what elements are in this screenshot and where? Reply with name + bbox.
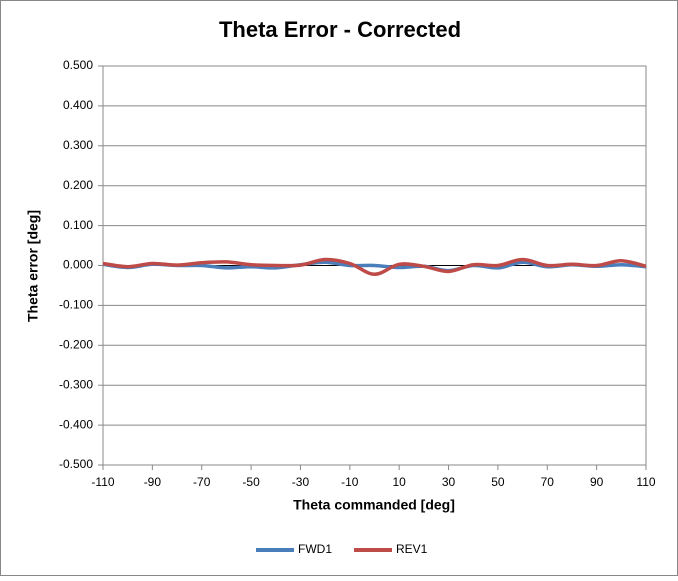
y-tick-label: 0.100 [63, 218, 93, 232]
y-tick-label: -0.500 [59, 457, 93, 471]
x-tick-label: 50 [491, 475, 505, 489]
x-tick-label: 30 [442, 475, 456, 489]
y-tick-label: -0.300 [59, 377, 93, 391]
x-axis-title: Theta commanded [deg] [293, 497, 455, 513]
x-tick-label: -90 [144, 475, 162, 489]
x-tick-label: -70 [193, 475, 211, 489]
y-tick-label: 0.300 [63, 138, 93, 152]
y-tick-label: 0.000 [63, 258, 93, 272]
x-tick-label: -50 [242, 475, 260, 489]
x-tick-label: -10 [341, 475, 359, 489]
x-tick-label: -30 [292, 475, 310, 489]
y-tick-label: -0.200 [59, 337, 93, 351]
chart-title: Theta Error - Corrected [219, 17, 461, 42]
legend-label: FWD1 [298, 542, 332, 556]
legend-label: REV1 [396, 542, 428, 556]
x-tick-label: 10 [393, 475, 407, 489]
y-tick-label: -0.400 [59, 417, 93, 431]
x-tick-label: -110 [91, 475, 114, 489]
y-tick-label: 0.200 [63, 178, 93, 192]
y-tick-label: 0.500 [63, 58, 93, 72]
y-axis-title: Theta error [deg] [25, 210, 41, 322]
series-line [102, 257, 647, 277]
y-tick-label: 0.400 [63, 98, 93, 112]
x-tick-label: 70 [541, 475, 555, 489]
x-tick-label: 90 [590, 475, 604, 489]
x-tick-label: 110 [636, 475, 655, 489]
y-tick-label: -0.100 [59, 298, 93, 312]
